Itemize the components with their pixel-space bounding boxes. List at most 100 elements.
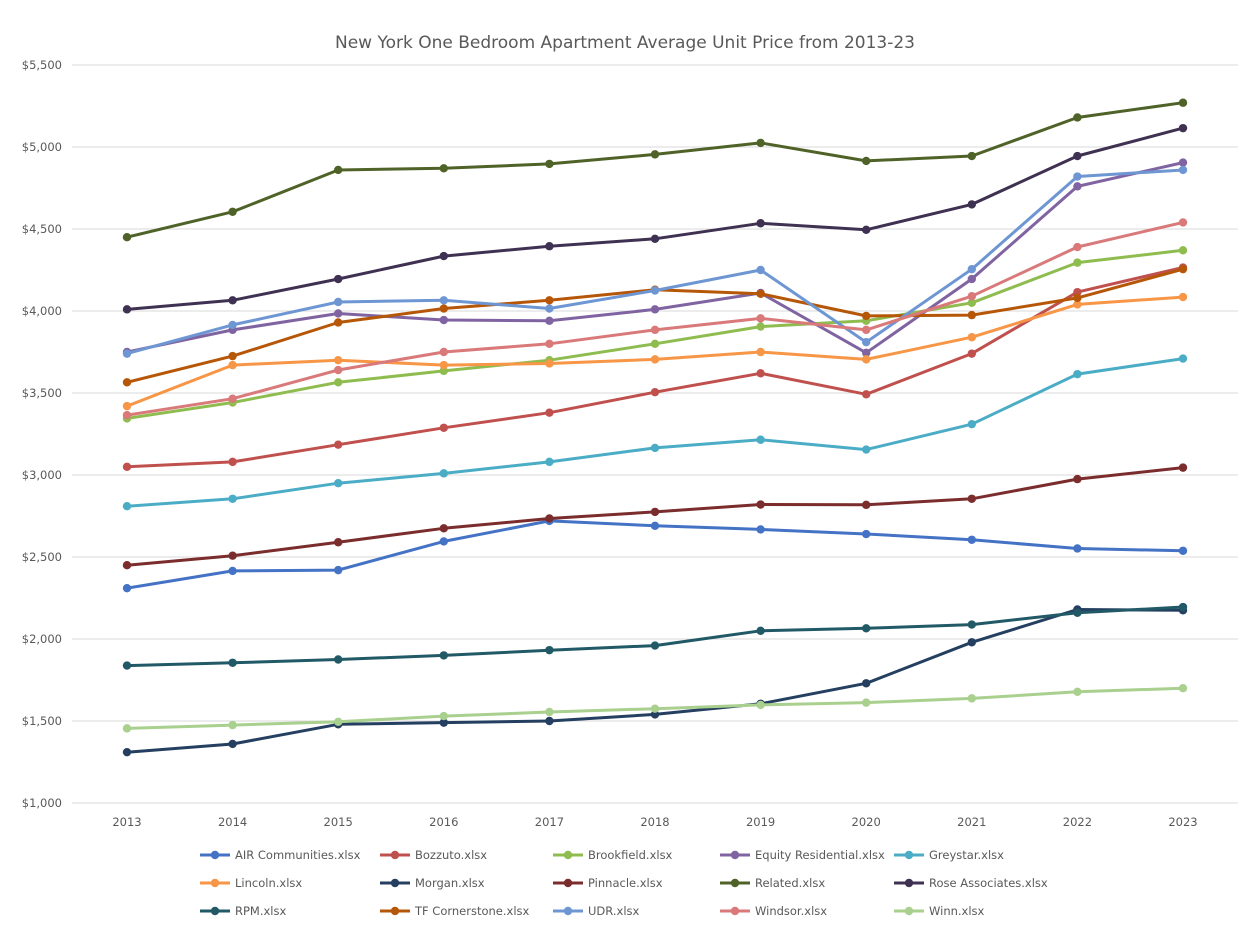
data-point — [862, 445, 871, 454]
data-point — [545, 242, 554, 251]
data-point — [334, 274, 343, 284]
data-point — [967, 310, 976, 320]
x-axis: 2013 2014 2015 2016 2017 2018 2019 2020 2021 2022… — [112, 815, 1197, 829]
data-point — [439, 718, 448, 727]
series-equity-residential — [122, 158, 1188, 358]
legend-swatch-marker — [390, 878, 400, 888]
legend-swatch-marker — [730, 850, 740, 860]
legend-item: UDR.xlsx — [553, 904, 640, 918]
data-point — [862, 679, 871, 688]
data-point — [1073, 608, 1082, 617]
series-line — [125, 605, 1185, 668]
data-point — [1073, 242, 1082, 252]
data-point — [122, 501, 132, 511]
data-point — [650, 704, 660, 713]
x-tick-label: 2018 — [640, 815, 669, 829]
data-point — [756, 322, 765, 331]
data-point — [1178, 123, 1188, 133]
data-point — [1178, 158, 1188, 167]
legend-swatch-marker — [904, 878, 914, 888]
legend-label: Lincoln.xlsx — [235, 876, 302, 890]
x-tick-label: 2023 — [1168, 815, 1197, 829]
data-point — [650, 443, 660, 453]
data-point — [756, 347, 765, 357]
data-point — [122, 661, 132, 670]
series-air-communities — [122, 516, 1188, 593]
data-point — [1073, 172, 1082, 181]
data-point — [1178, 463, 1188, 472]
data-point — [122, 410, 132, 420]
data-point — [1073, 151, 1082, 161]
data-point — [122, 561, 132, 570]
data-point — [1073, 113, 1082, 122]
data-point — [862, 355, 871, 364]
data-point — [228, 360, 237, 370]
y-tick-label: $2,000 — [22, 632, 62, 646]
series-pinnacle — [122, 463, 1188, 570]
data-point — [1178, 218, 1188, 227]
data-point — [122, 724, 132, 733]
legend-item: AIR Communities.xlsx — [200, 848, 361, 862]
data-point — [967, 151, 976, 161]
series-lincoln — [122, 292, 1188, 411]
data-point — [650, 286, 660, 295]
series-windsor — [122, 218, 1188, 420]
legend-swatch-marker — [730, 878, 740, 888]
data-point — [967, 298, 976, 307]
x-tick-label: 2016 — [429, 815, 458, 829]
data-point — [1178, 684, 1188, 693]
data-point — [334, 378, 343, 387]
data-point — [545, 296, 554, 305]
data-point — [862, 225, 871, 235]
data-point — [756, 219, 765, 228]
data-point — [545, 408, 554, 417]
series-line — [125, 519, 1185, 590]
data-point — [756, 700, 765, 710]
legend-item: Equity Residential.xlsx — [720, 848, 885, 862]
data-point — [545, 707, 554, 717]
data-point — [650, 150, 660, 159]
x-tick-label: 2020 — [852, 815, 881, 829]
legend-item: Brookfield.xlsx — [553, 848, 673, 862]
data-point — [862, 337, 871, 347]
legend-item: Related.xlsx — [720, 876, 825, 890]
data-point — [545, 514, 554, 523]
data-point — [334, 717, 343, 727]
legend-item: Pinnacle.xlsx — [553, 876, 663, 890]
legend-item: Bozzuto.xlsx — [380, 848, 487, 862]
data-point — [439, 366, 448, 376]
legend-label: Bozzuto.xlsx — [415, 848, 487, 862]
data-point — [228, 296, 237, 305]
data-point — [439, 315, 448, 325]
data-point — [439, 651, 448, 660]
data-point — [228, 658, 237, 667]
data-point — [1178, 546, 1188, 555]
data-point — [1178, 354, 1188, 363]
legend-label: Windsor.xlsx — [755, 904, 827, 918]
legend-swatch-marker — [563, 878, 573, 888]
data-point — [967, 274, 976, 284]
data-point — [967, 349, 976, 358]
legend-label: Brookfield.xlsx — [588, 848, 673, 862]
data-point — [334, 318, 343, 327]
series-line — [125, 101, 1185, 239]
data-point — [439, 711, 448, 721]
data-point — [228, 457, 237, 467]
x-tick-label: 2021 — [957, 815, 986, 829]
data-point — [967, 494, 976, 503]
data-point — [545, 304, 554, 313]
data-point — [1073, 182, 1082, 191]
data-point — [967, 333, 976, 342]
legend-label: AIR Communities.xlsx — [235, 848, 361, 862]
data-point — [439, 296, 448, 305]
legend-item: Lincoln.xlsx — [200, 876, 302, 890]
x-tick-label: 2015 — [324, 815, 353, 829]
y-tick-label: $1,000 — [22, 796, 62, 810]
data-point — [650, 641, 660, 650]
data-point — [334, 356, 343, 365]
data-point — [756, 314, 765, 323]
data-point — [862, 311, 871, 321]
data-point — [122, 378, 132, 387]
data-point — [228, 720, 237, 730]
